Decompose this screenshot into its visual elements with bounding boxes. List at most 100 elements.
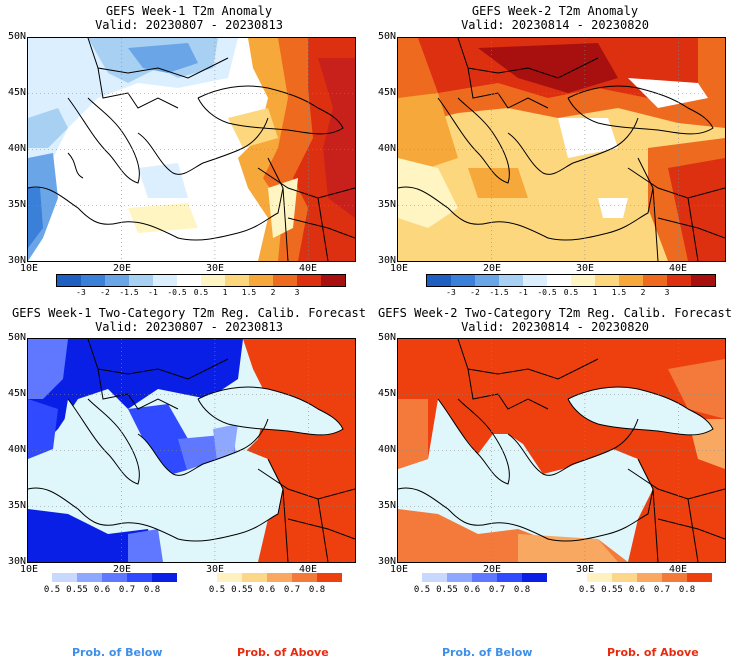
prob-above-colorbar-week2 [587,573,712,582]
prob-below-colorbar-week1 [52,573,177,582]
colorbar-tick-label: -0.5 [167,288,187,297]
colorbar-tick-label: 0.8 [513,585,531,595]
colorbar-tick-label: 0.55 [231,585,253,595]
lat-label: 30N [7,556,26,567]
anomaly-colorbar-week1 [56,274,346,287]
colorbar-swatch [273,275,297,286]
colorbar-swatch [499,275,523,286]
colorbar-swatch [127,573,152,582]
lon-label: 40E [299,263,318,274]
colorbar-tick-label: 3 [294,288,300,297]
prob-below-label-week1: Prob. of Below [72,646,163,659]
prob-above-colorbar-week1 [217,573,342,582]
colorbar-tick-label: -2 [100,288,110,297]
colorbar-swatch [292,573,317,582]
panel2-title: GEFS Week-2 T2m Anomaly [471,4,639,18]
lat-label: 35N [7,199,26,210]
colorbar-swatch [523,275,547,286]
colorbar-swatch [571,275,595,286]
lat-label: 45N [377,388,396,399]
lon-label: 40E [299,564,318,575]
colorbar-swatch [497,573,522,582]
lat-label: 50N [377,332,396,343]
colorbar-tick-label: 0.55 [66,585,88,595]
lon-label: 20E [483,564,502,575]
colorbar-swatch [687,573,712,582]
lat-label: 30N [7,255,26,266]
prob-below-colorbar-week2 [422,573,547,582]
lon-label: 20E [113,263,132,274]
week1-anomaly-map [27,37,356,262]
colorbar-tick-label: 1.5 [611,288,627,297]
colorbar-swatch [153,275,177,286]
colorbar-swatch [267,573,292,582]
lon-label: 30E [576,263,595,274]
prob-below-label-week2: Prob. of Below [442,646,533,659]
prob-above-label-week2: Prob. of Above [607,646,699,659]
colorbar-tick-label: 0.6 [93,585,111,595]
colorbar-tick-label: 1 [222,288,228,297]
lat-label: 40N [7,444,26,455]
colorbar-tick-label: 0.7 [488,585,506,595]
lat-label: 40N [377,143,396,154]
colorbar-swatch [129,275,153,286]
lat-label: 30N [377,556,396,567]
colorbar-tick-label: 0.7 [118,585,136,595]
colorbar-swatch [225,275,249,286]
lon-label: 30E [206,564,225,575]
colorbar-swatch [522,573,547,582]
colorbar-tick-label: -3 [76,288,86,297]
colorbar-tick-label: 0.6 [628,585,646,595]
colorbar-swatch [595,275,619,286]
colorbar-tick-label: -0.5 [537,288,557,297]
panel4-title: GEFS Week-2 Two-Category T2m Reg. Calib.… [377,306,732,320]
lon-label: 10E [20,263,39,274]
lon-label: 10E [390,564,409,575]
colorbar-tick-label: 1.5 [241,288,257,297]
lat-label: 50N [7,332,26,343]
lon-label: 10E [390,263,409,274]
lon-label: 30E [206,263,225,274]
colorbar-tick-label: 2 [270,288,276,297]
colorbar-tick-label: 0.8 [143,585,161,595]
colorbar-swatch [691,275,715,286]
lat-label: 45N [377,87,396,98]
panel1-valid-dates: Valid: 20230807 - 20230813 [95,18,283,32]
colorbar-swatch [475,275,499,286]
colorbar-swatch [242,573,267,582]
lat-label: 40N [377,444,396,455]
lat-label: 50N [7,31,26,42]
colorbar-tick-label: -1.5 [119,288,139,297]
lat-label: 35N [377,500,396,511]
colorbar-tick-label: -1.5 [489,288,509,297]
colorbar-tick-label: 0.7 [283,585,301,595]
colorbar-swatch [57,275,81,286]
prob-above-label-week1: Prob. of Above [237,646,329,659]
colorbar-tick-label: 0.5 [563,288,579,297]
lat-label: 35N [7,500,26,511]
panel2-valid-dates: Valid: 20230814 - 20230820 [461,18,649,32]
colorbar-tick-label: 0.5 [193,288,209,297]
colorbar-tick-label: 0.5 [578,585,596,595]
colorbar-tick-label: -3 [446,288,456,297]
panel3-valid-dates: Valid: 20230807 - 20230813 [95,320,283,334]
colorbar-swatch [321,275,345,286]
lon-label: 30E [576,564,595,575]
colorbar-swatch [102,573,127,582]
lon-label: 20E [483,263,502,274]
colorbar-tick-label: 0.5 [208,585,226,595]
panel4-valid-dates: Valid: 20230814 - 20230820 [461,320,649,334]
colorbar-swatch [667,275,691,286]
colorbar-tick-label: 1 [592,288,598,297]
lon-label: 20E [113,564,132,575]
week2-probability-map [397,338,726,563]
panel3-title: GEFS Week-1 Two-Category T2m Reg. Calib.… [11,306,366,320]
colorbar-tick-label: 0.8 [678,585,696,595]
colorbar-tick-label: 0.6 [463,585,481,595]
lat-label: 35N [377,199,396,210]
lat-label: 50N [377,31,396,42]
colorbar-swatch [81,275,105,286]
colorbar-swatch [587,573,612,582]
colorbar-swatch [451,275,475,286]
colorbar-swatch [297,275,321,286]
